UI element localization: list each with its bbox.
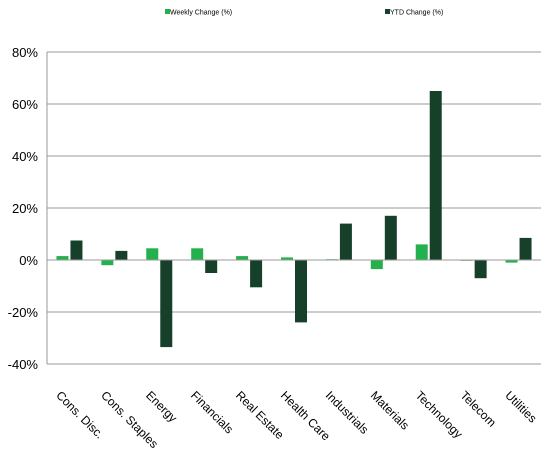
x-tick-label: Telecom xyxy=(458,388,499,429)
y-tick-label: -40% xyxy=(8,357,39,372)
bar-weekly xyxy=(281,257,293,260)
legend-label: YTD Change (%) xyxy=(390,10,443,17)
bar-ytd xyxy=(250,260,263,288)
bar-weekly xyxy=(370,260,383,270)
bar-weekly xyxy=(236,256,249,260)
y-tick-label: 60% xyxy=(12,97,38,112)
bar-weekly xyxy=(101,260,114,266)
bars xyxy=(47,91,541,348)
bar-weekly xyxy=(56,256,69,260)
bar-weekly xyxy=(505,260,518,263)
x-tick-label: Materials xyxy=(368,388,412,432)
y-tick-label: 20% xyxy=(12,201,38,216)
bar-ytd xyxy=(519,237,532,260)
x-tick-label: Utilities xyxy=(502,388,539,425)
legend: Weekly Change (%) YTD Change (%) xyxy=(165,9,443,17)
y-axis-tick-labels: -40% -20% 0% 20% 40% 60% 80% xyxy=(8,45,39,372)
bar-ytd xyxy=(384,215,397,260)
legend-label: Weekly Change (%) xyxy=(170,10,232,17)
x-tick-label: Cons. Disc. xyxy=(53,388,106,441)
y-tick-label: 80% xyxy=(12,45,38,60)
bar-ytd xyxy=(115,250,128,260)
gridlines xyxy=(46,51,541,365)
bar-ytd xyxy=(295,260,307,323)
y-tick-label: -20% xyxy=(8,305,39,320)
bar-ytd xyxy=(339,223,352,260)
x-tick-label: Technology xyxy=(413,388,466,441)
bar-weekly xyxy=(191,248,204,260)
bar-ytd xyxy=(70,240,83,260)
bar-ytd xyxy=(160,260,173,348)
bar-ytd xyxy=(205,260,218,273)
bar-ytd xyxy=(474,260,487,279)
bar-weekly xyxy=(146,248,159,260)
legend-swatch xyxy=(165,9,170,14)
x-tick-label: Financials xyxy=(188,388,236,436)
y-tick-label: 40% xyxy=(12,149,38,164)
bar-weekly xyxy=(415,244,428,260)
bar-ytd xyxy=(429,91,442,260)
y-tick-label: 0% xyxy=(19,253,38,268)
legend-swatch xyxy=(385,9,390,14)
x-tick-label: Energy xyxy=(143,388,180,425)
